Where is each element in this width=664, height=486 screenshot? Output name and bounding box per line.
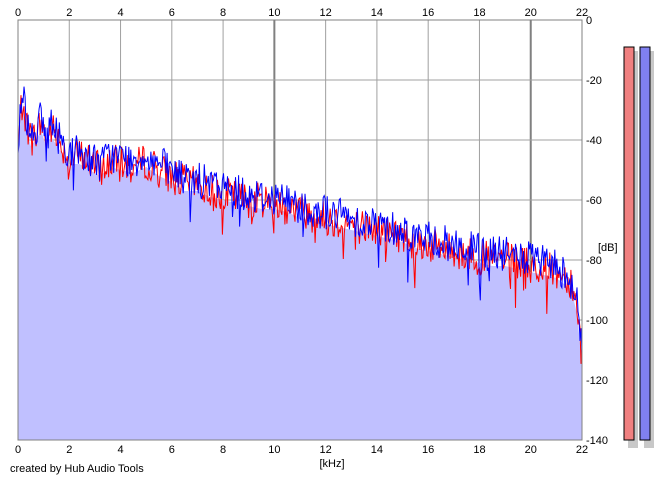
meter-right xyxy=(639,46,651,441)
y-tick-label: -120 xyxy=(586,375,608,387)
y-tick-label: -20 xyxy=(586,75,602,87)
x-tick-label-top: 4 xyxy=(117,7,123,19)
x-tick-label-top: 6 xyxy=(169,7,175,19)
x-tick-label-bottom: 10 xyxy=(268,444,280,456)
x-tick-label-bottom: 2 xyxy=(66,444,72,456)
x-tick-label-top: 10 xyxy=(268,7,280,19)
y-tick-label: -100 xyxy=(586,315,608,327)
level-meters xyxy=(623,46,654,448)
x-tick-label-top: 2 xyxy=(66,7,72,19)
x-tick-label-top: 20 xyxy=(525,7,537,19)
x-tick-label-bottom: 4 xyxy=(117,444,123,456)
x-tick-label-top: 8 xyxy=(220,7,226,19)
series-line-blue xyxy=(17,86,583,355)
plot-border xyxy=(17,19,583,441)
x-tick-label-top: 14 xyxy=(371,7,383,19)
y-tick-label: -40 xyxy=(586,135,602,147)
x-tick-label-top: 12 xyxy=(320,7,332,19)
y-tick-label: 0 xyxy=(586,15,592,27)
x-tick-label-bottom: 16 xyxy=(422,444,434,456)
y-tick-label: -60 xyxy=(586,195,602,207)
x-tick-label-bottom: 22 xyxy=(576,444,588,456)
x-tick-label-bottom: 6 xyxy=(169,444,175,456)
series-layer xyxy=(17,86,583,364)
x-tick-labels-bottom: 0 2 4 6 8 10 12 14 16 18 20 22 xyxy=(15,444,588,456)
series-line-red xyxy=(17,95,583,364)
y-tick-label: -80 xyxy=(586,255,602,267)
spectrum-fill-area xyxy=(18,104,582,440)
x-tick-label-bottom: 18 xyxy=(473,444,485,456)
x-tick-labels-top: 0 2 4 6 8 10 12 14 16 18 20 22 xyxy=(15,7,588,19)
x-tick-label-top: 18 xyxy=(473,7,485,19)
y-tick-labels: 0 -20 -40 -60 -80 -100 -120 -140 xyxy=(586,15,608,447)
x-tick-label-top: 0 xyxy=(15,7,21,19)
y-tick-label: -140 xyxy=(586,435,608,447)
x-tick-label-bottom: 0 xyxy=(15,444,21,456)
credit-text: created by Hub Audio Tools xyxy=(10,463,144,475)
y-axis-label: [dB] xyxy=(598,242,618,254)
x-tick-label-bottom: 8 xyxy=(220,444,226,456)
x-tick-label-bottom: 14 xyxy=(371,444,383,456)
x-axis-label: [kHz] xyxy=(319,458,344,470)
x-tick-label-top: 22 xyxy=(576,7,588,19)
x-tick-label-bottom: 12 xyxy=(320,444,332,456)
x-tick-label-bottom: 20 xyxy=(525,444,537,456)
meter-left xyxy=(623,46,635,441)
x-tick-label-top: 16 xyxy=(422,7,434,19)
